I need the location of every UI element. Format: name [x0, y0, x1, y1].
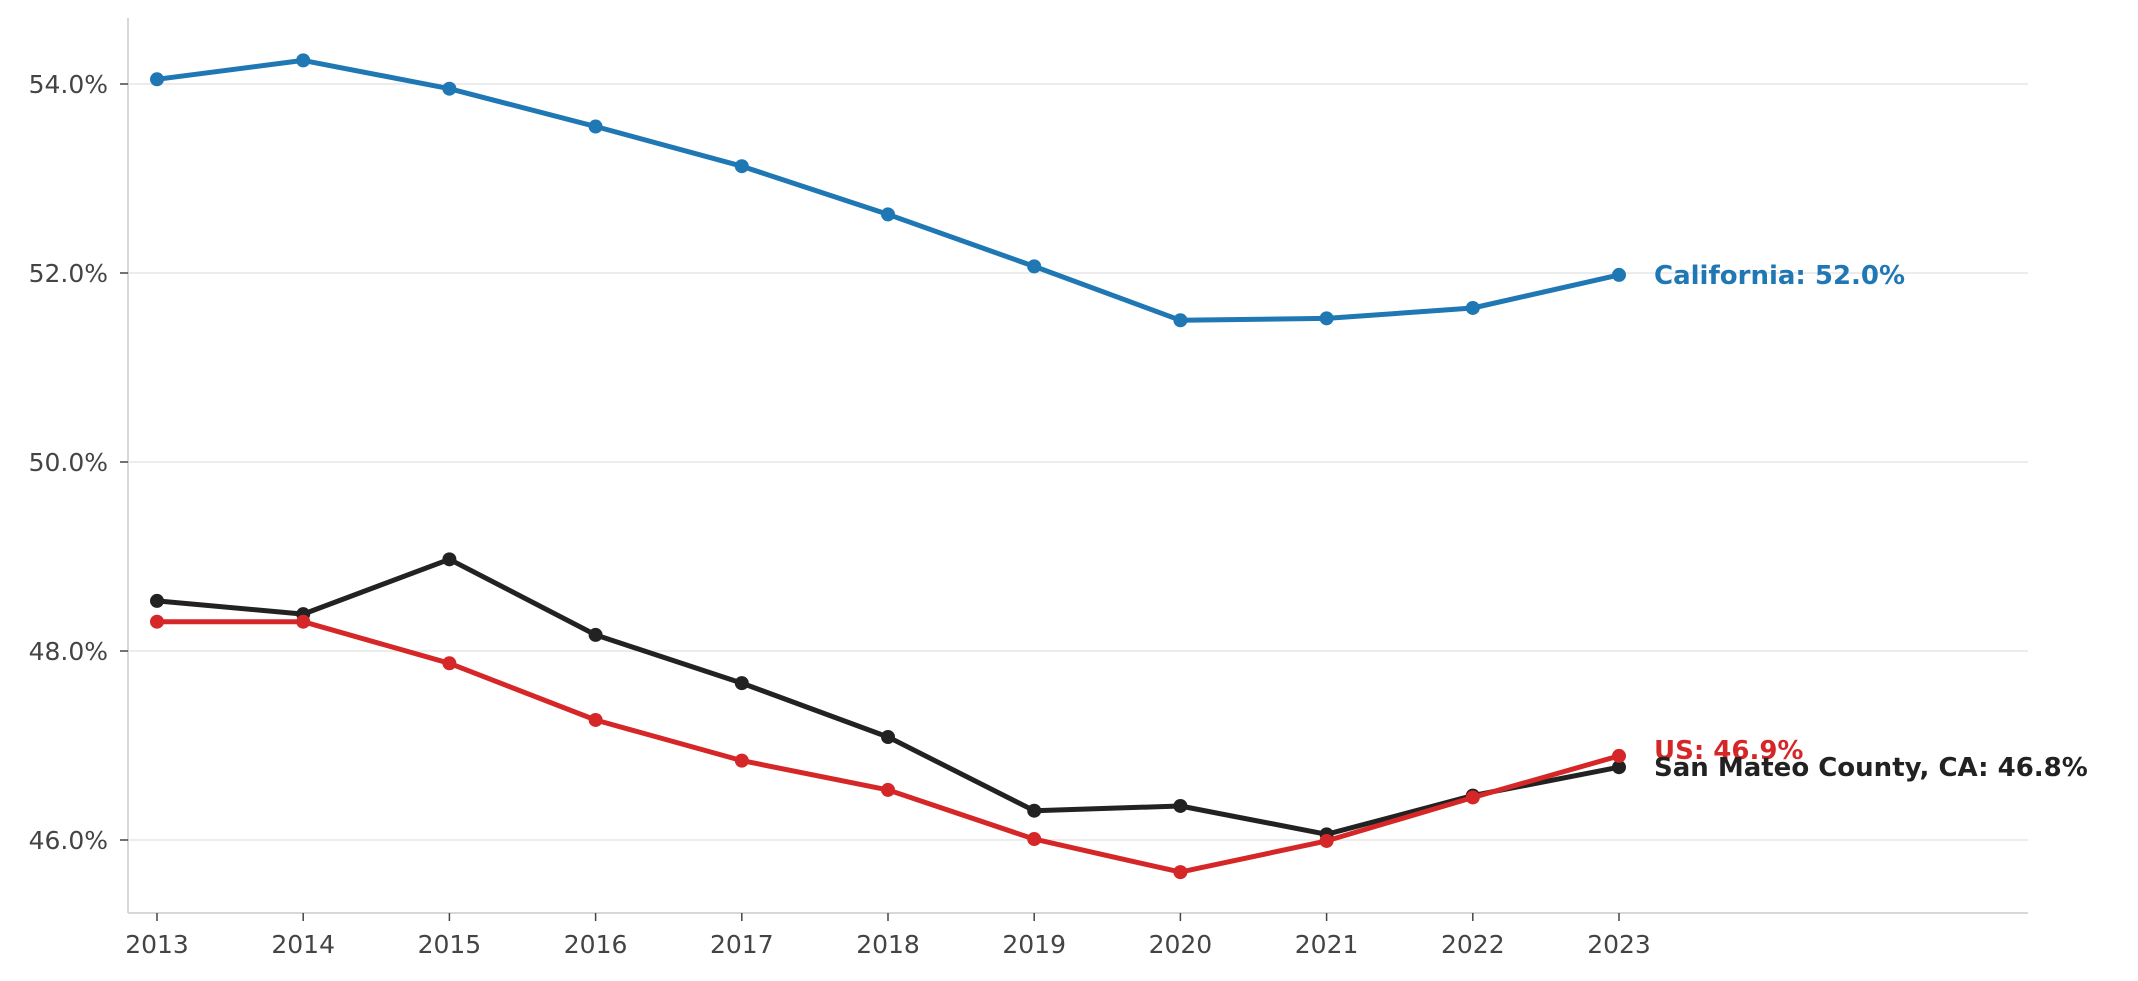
data-point-california	[1027, 259, 1042, 274]
data-point-us	[1027, 832, 1042, 847]
data-point-us	[588, 712, 603, 727]
data-point-us	[1319, 833, 1334, 848]
data-point-california	[881, 207, 895, 222]
data-point-us	[1612, 748, 1626, 763]
y-axis-ticks: 46.0% 48.0% 50.0% 52.0% 54.0%	[29, 70, 128, 855]
y-tick-label: 46.0%	[29, 826, 108, 855]
data-point-us	[1173, 865, 1188, 880]
data-point-san-mateo-county-ca	[1173, 798, 1188, 813]
data-point-san-mateo-county-ca	[1612, 760, 1626, 775]
end-label-california: California: 52.0%	[1654, 261, 1905, 291]
series-california	[150, 53, 1626, 328]
data-point-san-mateo-county-ca	[734, 676, 749, 691]
data-point-us	[734, 753, 749, 768]
data-point-us	[442, 656, 457, 671]
x-tick-label: 2020	[1149, 930, 1213, 959]
series-layer	[150, 53, 1626, 880]
x-tick-label: 2014	[271, 930, 335, 959]
data-point-us	[881, 782, 895, 797]
data-point-california	[296, 53, 311, 68]
series-line-us	[154, 619, 1622, 875]
end-label-san-mateo-county-ca: San Mateo County, CA: 46.8%	[1654, 753, 2088, 783]
x-tick-label: 2015	[418, 930, 482, 959]
data-point-us	[150, 614, 164, 629]
series-line-california	[154, 57, 1622, 323]
x-tick-label: 2021	[1295, 930, 1359, 959]
y-tick-label: 52.0%	[29, 259, 108, 288]
data-point-california	[150, 72, 164, 87]
x-tick-label: 2022	[1441, 930, 1505, 959]
x-axis-ticks: 2013 2014 2015 2016 2017 2018 2019 2020 2021 2022…	[125, 913, 1651, 959]
y-tick-label: 54.0%	[29, 70, 108, 99]
series-san-mateo-county-ca	[150, 552, 1626, 842]
x-tick-label: 2013	[125, 930, 189, 959]
x-tick-label: 2018	[856, 930, 920, 959]
end-labels: California: 52.0% US: 46.9%San Mateo Coun…	[1654, 261, 2088, 783]
data-point-san-mateo-county-ca	[1027, 803, 1042, 818]
data-point-california	[1612, 267, 1626, 282]
gridlines	[128, 83, 2028, 841]
data-point-san-mateo-county-ca	[588, 627, 603, 642]
data-point-california	[1319, 311, 1334, 326]
data-point-california	[1465, 300, 1480, 315]
data-point-us	[296, 614, 311, 629]
x-tick-label: 2019	[1002, 930, 1066, 959]
data-point-san-mateo-county-ca	[881, 729, 895, 744]
data-point-us	[1465, 790, 1480, 805]
data-point-california	[1173, 313, 1188, 328]
x-tick-label: 2017	[710, 930, 774, 959]
data-point-california	[588, 119, 603, 134]
y-tick-label: 48.0%	[29, 637, 108, 666]
data-point-san-mateo-county-ca	[150, 593, 164, 608]
data-point-california	[442, 81, 457, 96]
series-us	[150, 614, 1626, 880]
data-point-san-mateo-county-ca	[442, 552, 457, 567]
x-tick-label: 2023	[1587, 930, 1651, 959]
end-label-us: US: 46.9%	[1654, 736, 1804, 766]
x-tick-label: 2016	[564, 930, 628, 959]
y-tick-label: 50.0%	[29, 448, 108, 477]
data-point-california	[734, 159, 749, 174]
